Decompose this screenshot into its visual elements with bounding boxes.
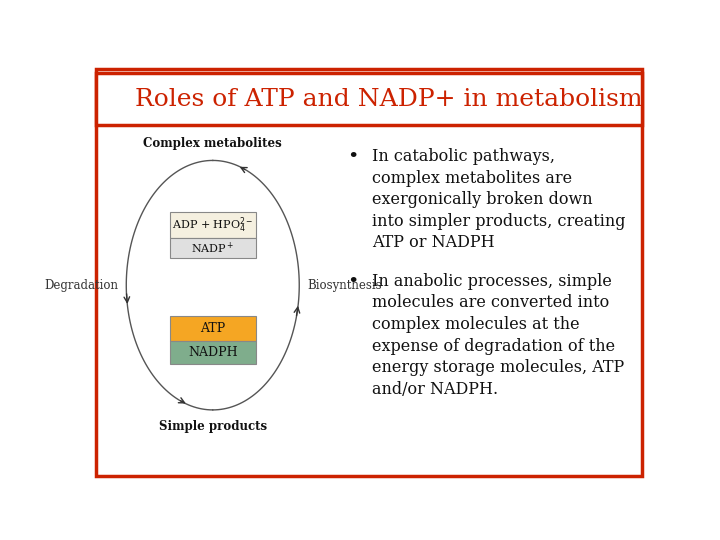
Text: molecules are converted into: molecules are converted into [372,294,609,312]
Text: exergonically broken down: exergonically broken down [372,191,593,208]
Text: and/or NADPH.: and/or NADPH. [372,381,498,398]
Text: Roles of ATP and NADP+ in metabolism: Roles of ATP and NADP+ in metabolism [135,88,642,111]
Text: Degradation: Degradation [44,279,118,292]
Text: into simpler products, creating: into simpler products, creating [372,213,625,230]
Text: Simple products: Simple products [158,420,267,433]
Text: ATP or NADPH: ATP or NADPH [372,234,495,252]
Text: In catabolic pathways,: In catabolic pathways, [372,148,555,165]
Text: •: • [347,273,358,291]
Text: Complex metabolites: Complex metabolites [143,137,282,150]
FancyBboxPatch shape [169,238,256,258]
Text: energy storage molecules, ATP: energy storage molecules, ATP [372,359,624,376]
Text: Biosynthesis: Biosynthesis [307,279,382,292]
FancyBboxPatch shape [169,315,256,341]
Text: expense of degradation of the: expense of degradation of the [372,338,615,355]
FancyBboxPatch shape [169,212,256,238]
Text: ATP: ATP [200,322,225,335]
Text: ADP + HPO$_4^{2-}$: ADP + HPO$_4^{2-}$ [172,215,253,235]
Text: NADPH: NADPH [188,346,238,359]
Text: •: • [347,148,358,166]
Text: complex metabolites are: complex metabolites are [372,170,572,187]
Text: In anabolic processes, simple: In anabolic processes, simple [372,273,612,289]
FancyBboxPatch shape [96,73,642,125]
FancyBboxPatch shape [169,341,256,364]
Text: complex molecules at the: complex molecules at the [372,316,580,333]
Text: NADP$^+$: NADP$^+$ [191,240,235,256]
